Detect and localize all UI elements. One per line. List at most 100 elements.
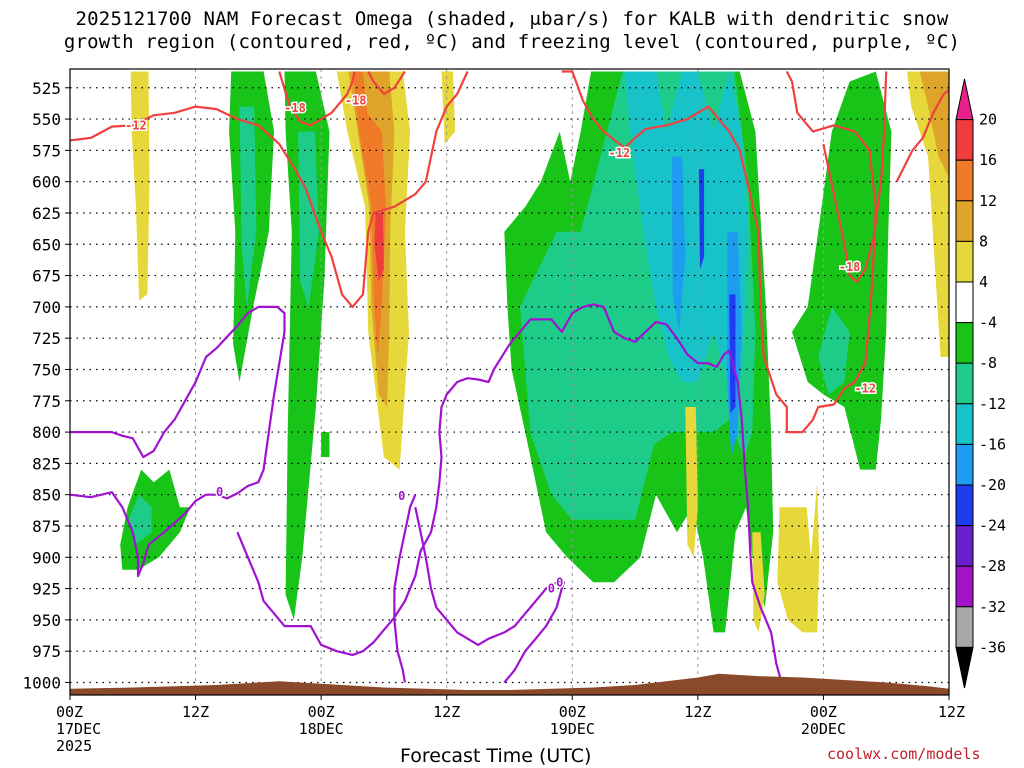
omega-region-14 bbox=[698, 169, 705, 270]
dgz-contour-3 bbox=[278, 71, 356, 127]
x-tick-label: 18DEC bbox=[299, 720, 344, 738]
y-tick-label: 650 bbox=[32, 235, 61, 254]
colorbar-band bbox=[955, 646, 974, 689]
omega-region-0 bbox=[130, 71, 150, 301]
chart-title: 2025121700 NAM Forecast Omega (shaded, μ… bbox=[75, 8, 949, 30]
contour-label: -18 bbox=[839, 260, 861, 274]
contour-layer: -12-12-12-18-18-180 00 0 bbox=[70, 70, 949, 684]
contour-label: 0 bbox=[398, 489, 405, 503]
y-tick-label: 875 bbox=[32, 517, 61, 536]
contour-label: 0 bbox=[216, 485, 223, 499]
x-tick-label: 2025 bbox=[56, 737, 92, 755]
colorbar-band bbox=[955, 565, 974, 608]
omega-shading-layer bbox=[120, 71, 949, 633]
colorbar-tick-label: -24 bbox=[979, 517, 1006, 535]
contour-label: -18 bbox=[284, 101, 306, 115]
colorbar-band bbox=[955, 240, 974, 283]
contour-label: -12 bbox=[609, 146, 631, 160]
y-tick-label: 925 bbox=[32, 580, 61, 599]
x-tick-label: 00Z bbox=[559, 703, 586, 721]
y-axis: 525 550 575 600 625 650 675 700 725 750 775 800 825 8… bbox=[22, 79, 70, 692]
omega-region-18 bbox=[818, 306, 850, 395]
colorbar-tick-label: -16 bbox=[979, 435, 1006, 453]
colorbar-tick-label: -8 bbox=[979, 354, 997, 372]
colorbar-tick-label: 8 bbox=[979, 232, 988, 250]
colorbar-tick-label: 12 bbox=[979, 192, 997, 210]
colorbar-band bbox=[955, 281, 974, 324]
colorbar-band bbox=[955, 322, 974, 364]
colorbar-band bbox=[955, 362, 974, 405]
omega-region-26 bbox=[441, 71, 456, 145]
terrain-layer bbox=[70, 673, 949, 695]
x-tick-label: 12Z bbox=[182, 703, 209, 721]
plot-area: -12-12-12-18-18-180 00 0 bbox=[70, 69, 949, 695]
omega-region-23 bbox=[120, 469, 191, 570]
x-tick-label: 00Z bbox=[810, 703, 837, 721]
x-tick-label: 00Z bbox=[308, 703, 335, 721]
colorbar-tick-label: -28 bbox=[979, 557, 1006, 575]
y-tick-label: 700 bbox=[32, 298, 61, 317]
colorbar-tick-label: -4 bbox=[979, 314, 997, 332]
y-tick-label: 525 bbox=[32, 79, 61, 98]
dgz-contour-4 bbox=[367, 70, 406, 96]
y-tick-label: 975 bbox=[32, 642, 61, 661]
dgz-contour-2 bbox=[895, 85, 949, 183]
omega-region-7 bbox=[352, 71, 386, 357]
x-axis-label: Forecast Time (UTC) bbox=[400, 745, 592, 767]
y-tick-label: 850 bbox=[32, 486, 61, 505]
y-tick-label: 575 bbox=[32, 141, 61, 160]
colorbar-tick-label: 4 bbox=[979, 273, 988, 291]
colorbar-tick-label: -32 bbox=[979, 598, 1006, 616]
contour-label: 0 bbox=[548, 582, 555, 596]
contour-label: -18 bbox=[345, 93, 367, 107]
omega-region-16 bbox=[685, 407, 698, 558]
dgz-contour-0 bbox=[70, 71, 469, 308]
dgz-contour-1 bbox=[561, 70, 877, 434]
y-tick-label: 725 bbox=[32, 329, 61, 348]
colorbar-tick-label: -36 bbox=[979, 638, 1006, 656]
colorbar-band bbox=[955, 484, 974, 527]
colorbar-band bbox=[955, 119, 974, 161]
x-tick-label: 12Z bbox=[938, 703, 965, 721]
chart-subtitle: growth region (contoured, red, ºC) and f… bbox=[63, 31, 961, 53]
omega-region-24 bbox=[128, 494, 152, 545]
colorbar-band bbox=[955, 78, 974, 121]
colorbar-band bbox=[955, 403, 974, 445]
omega-region-8 bbox=[374, 213, 384, 282]
y-tick-label: 1000 bbox=[22, 673, 61, 692]
y-tick-label: 825 bbox=[32, 454, 61, 473]
dgz-contour-5 bbox=[822, 71, 888, 283]
y-tick-label: 900 bbox=[32, 548, 61, 567]
x-tick-label: 20DEC bbox=[801, 720, 846, 738]
y-tick-label: 675 bbox=[32, 267, 61, 286]
y-tick-label: 800 bbox=[32, 423, 61, 442]
omega-region-4 bbox=[298, 131, 319, 307]
colorbar-band bbox=[955, 159, 974, 202]
x-tick-label: 19DEC bbox=[550, 720, 595, 738]
colorbar-tick-label: -20 bbox=[979, 476, 1006, 494]
plot-frame bbox=[69, 68, 950, 696]
y-tick-label: 750 bbox=[32, 360, 61, 379]
x-tick-label: 12Z bbox=[433, 703, 460, 721]
colorbar-tick-label: 20 bbox=[979, 111, 997, 129]
freezing-level-contour-7 bbox=[236, 303, 783, 683]
colorbar: 20 16 12 8 4 -4 -8 -12 -16 -20 -24 -28 -32 -36 bbox=[955, 78, 1006, 689]
x-tick-label: 17DEC bbox=[56, 720, 101, 738]
omega-region-25 bbox=[321, 432, 330, 458]
omega-region-3 bbox=[284, 71, 330, 620]
colorbar-tick-label: -12 bbox=[979, 395, 1006, 413]
y-tick-label: 625 bbox=[32, 204, 61, 223]
credit-link[interactable]: coolwx.com/models bbox=[827, 745, 981, 763]
colorbar-band bbox=[955, 606, 974, 648]
x-tick-label: 12Z bbox=[684, 703, 711, 721]
colorbar-band bbox=[955, 443, 974, 486]
omega-region-11 bbox=[624, 71, 749, 407]
colorbar-band bbox=[955, 525, 974, 567]
contour-label: -12 bbox=[125, 118, 147, 132]
y-tick-label: 550 bbox=[32, 110, 61, 129]
contour-label: -12 bbox=[854, 381, 876, 395]
omega-region-15 bbox=[729, 294, 736, 414]
omega-region-17 bbox=[792, 71, 892, 470]
